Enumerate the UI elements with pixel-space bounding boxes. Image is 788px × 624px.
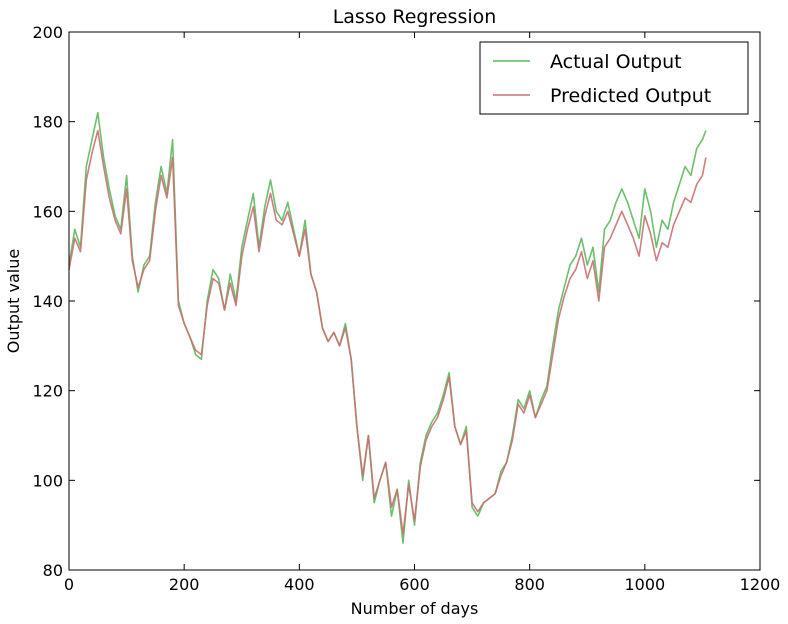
x-tick-label: 600 (399, 575, 430, 594)
series-line-predicted-output (68, 129, 707, 535)
legend-label-actual-output: Actual Output (550, 51, 682, 73)
legend-box (479, 41, 749, 115)
y-tick-label: 120 (32, 382, 63, 401)
x-tick-label: 400 (284, 575, 315, 594)
chart-title: Lasso Regression (333, 6, 497, 28)
y-axis-label: Output value (4, 249, 23, 353)
legend: Actual Output Predicted Output (479, 41, 749, 115)
legend-label-predicted-output: Predicted Output (550, 85, 711, 107)
series-lines (68, 111, 707, 544)
x-tick-label: 200 (169, 575, 200, 594)
y-tick-label: 140 (32, 292, 63, 311)
y-tick-label: 160 (32, 202, 63, 221)
x-tick-label: 0 (64, 575, 74, 594)
y-tick-label: 200 (32, 23, 63, 42)
x-axis: 0 200 400 600 800 1000 1200 (64, 32, 780, 594)
x-axis-label: Number of days (351, 599, 479, 618)
x-tick-label: 800 (514, 575, 545, 594)
y-tick-label: 180 (32, 113, 63, 132)
y-tick-label: 80 (43, 561, 63, 580)
y-axis: 80 100 120 140 160 180 200 (32, 23, 760, 580)
x-tick-label: 1200 (740, 575, 781, 594)
x-tick-label: 1000 (624, 575, 665, 594)
y-tick-label: 100 (32, 471, 63, 490)
